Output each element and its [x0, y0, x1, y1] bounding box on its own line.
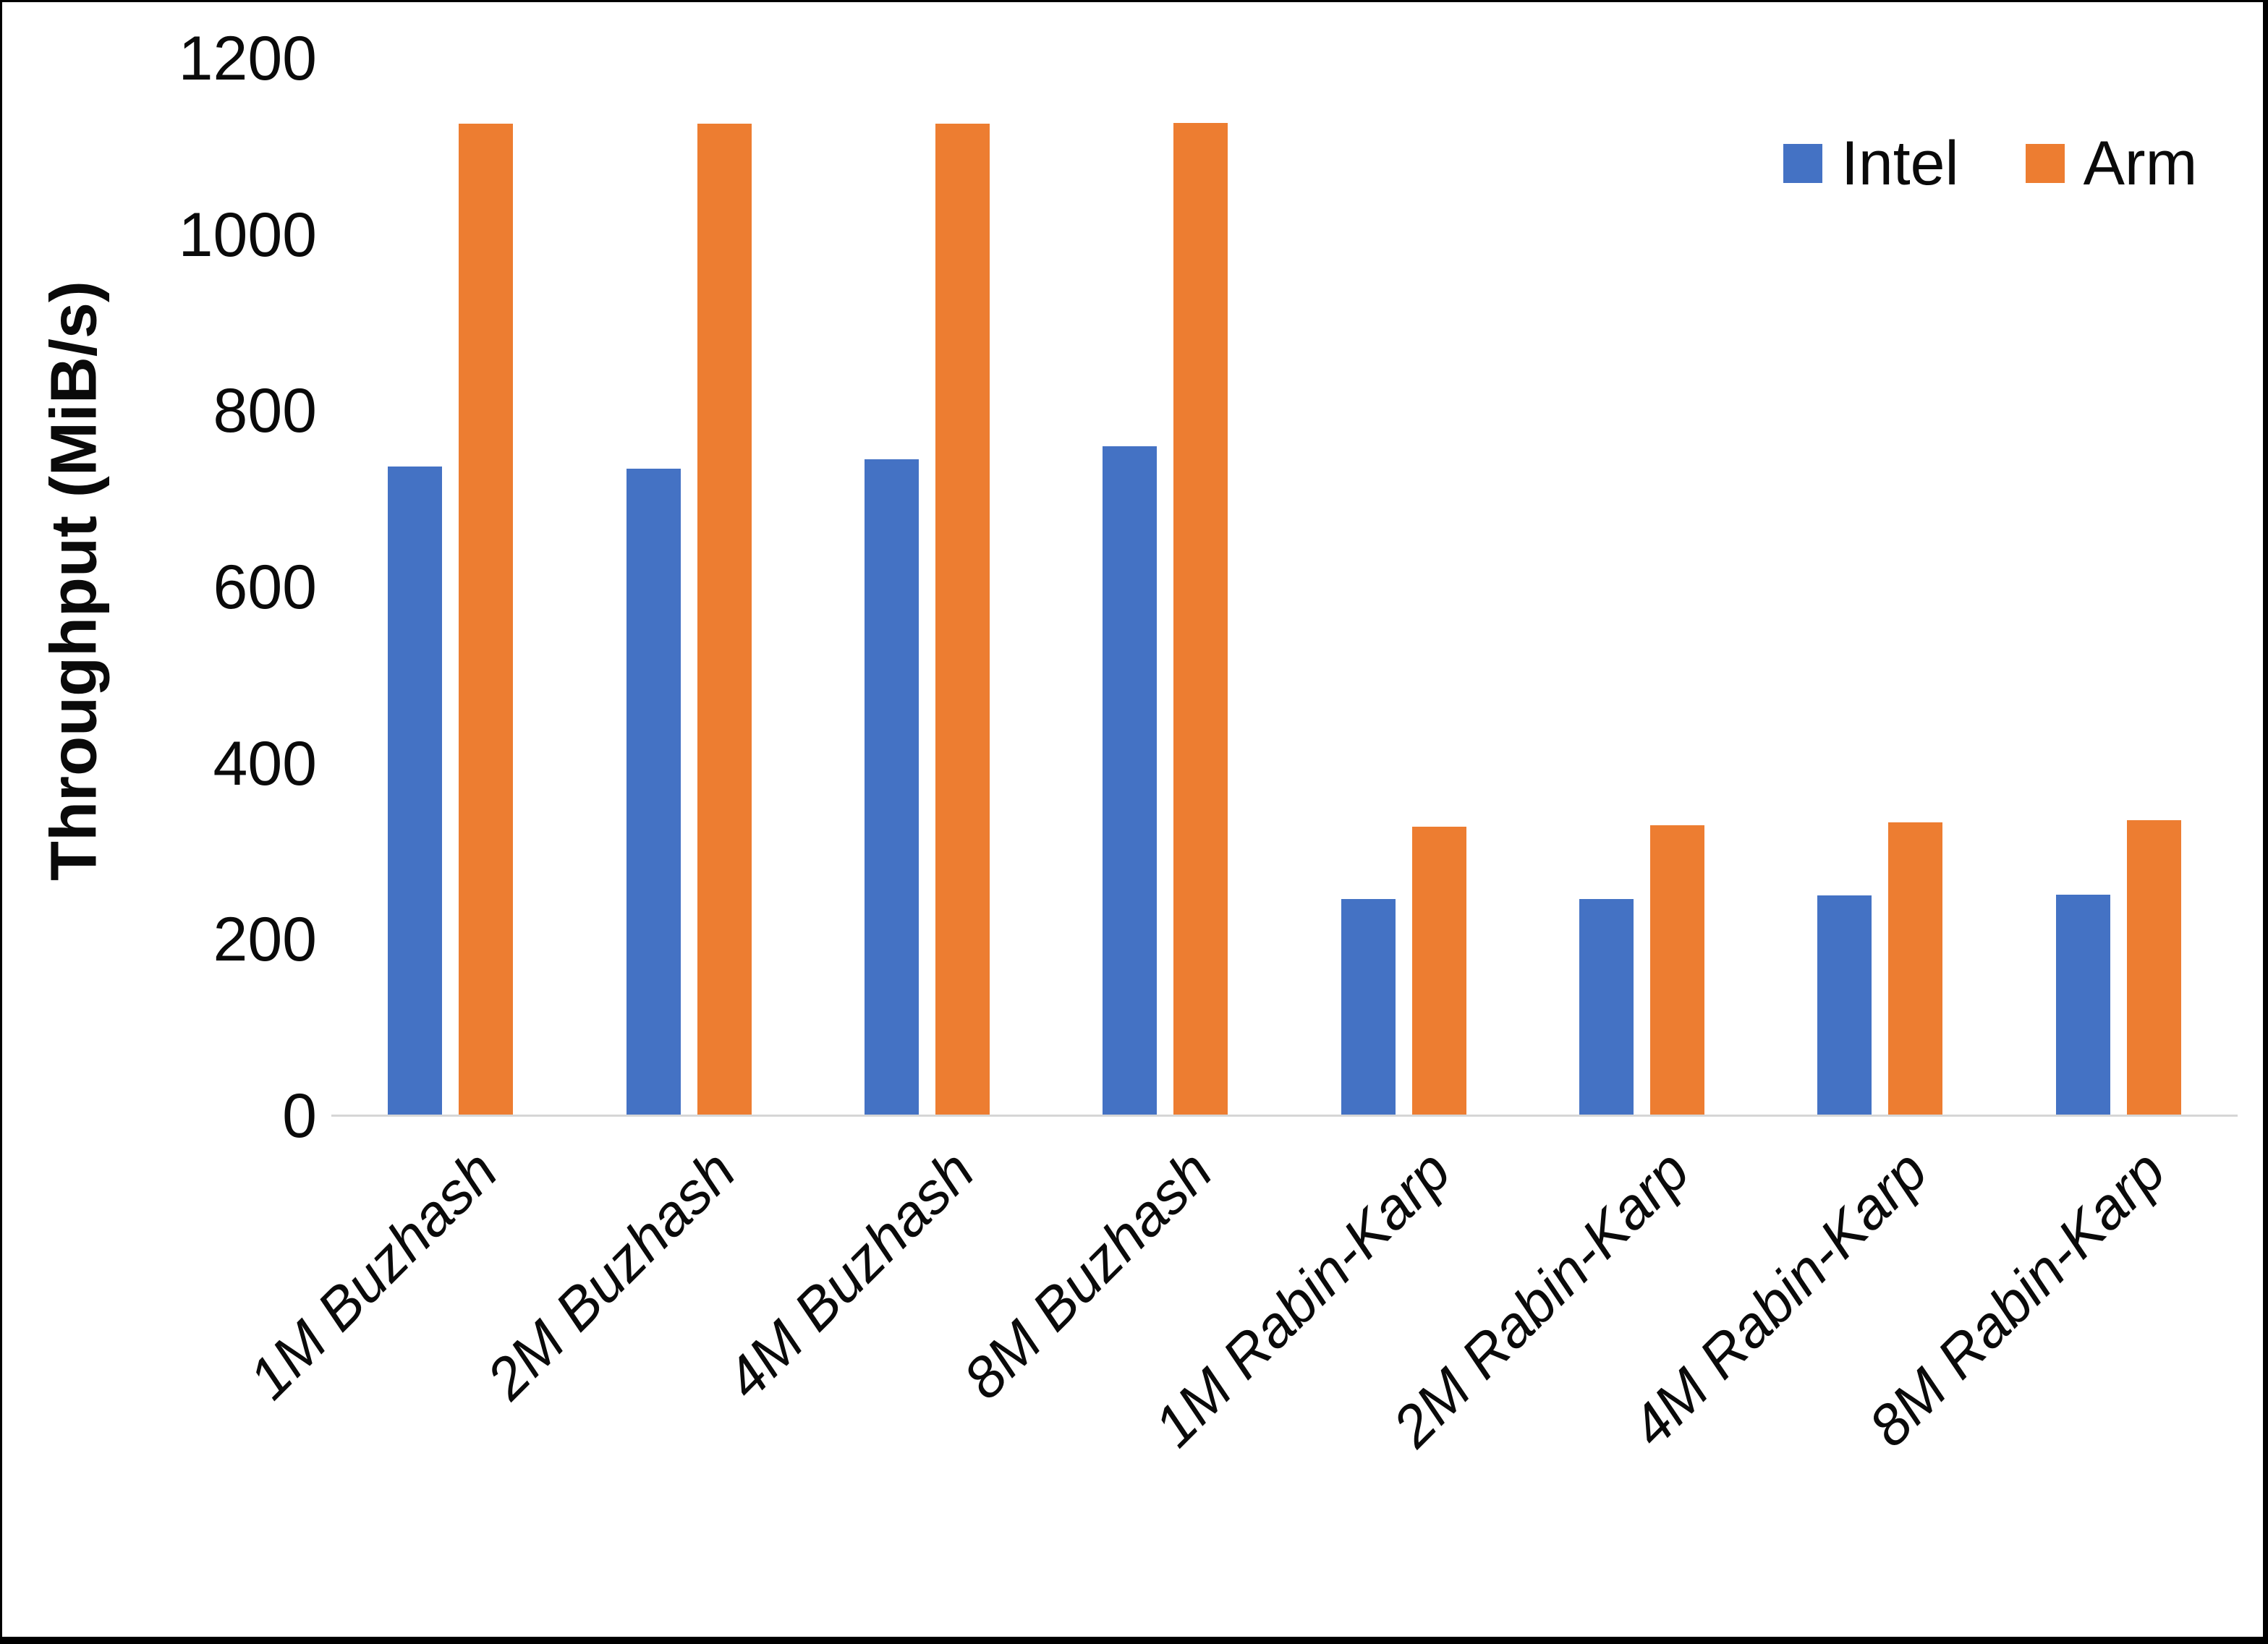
legend-swatch-intel — [1783, 144, 1822, 183]
y-tick-label-0: 0 — [282, 1081, 317, 1151]
legend-item-intel: Intel — [1783, 124, 1959, 203]
y-tick-label-200: 200 — [213, 905, 318, 975]
bar-arm-2m-buzhash — [697, 124, 752, 1116]
bar-arm-4m-buzhash — [935, 124, 990, 1116]
y-tick-label-400: 400 — [213, 728, 318, 798]
bar-intel-2m-rabin-karp — [1579, 899, 1634, 1116]
bar-arm-2m-rabin-karp — [1650, 825, 1704, 1116]
y-tick-label-1200: 1200 — [178, 24, 317, 93]
legend-label-intel: Intel — [1841, 129, 1959, 198]
bar-intel-1m-buzhash — [388, 467, 442, 1116]
y-tick-label-1000: 1000 — [178, 200, 317, 270]
legend: Intel Arm — [1783, 124, 2197, 203]
y-tick-label-600: 600 — [213, 553, 318, 622]
bar-arm-1m-buzhash — [459, 124, 513, 1116]
legend-swatch-arm — [2025, 144, 2065, 183]
bar-intel-4m-rabin-karp — [1817, 895, 1872, 1116]
legend-label-arm: Arm — [2083, 129, 2198, 198]
x-tick-label-2m-buzhash: 2M Buzhash — [475, 1138, 748, 1411]
bar-intel-2m-buzhash — [627, 469, 681, 1116]
bar-intel-8m-rabin-karp — [2056, 895, 2110, 1116]
bar-intel-1m-rabin-karp — [1341, 899, 1396, 1116]
bar-intel-4m-buzhash — [865, 459, 919, 1116]
bar-arm-8m-rabin-karp — [2127, 820, 2181, 1116]
x-tick-label-4m-buzhash: 4M Buzhash — [713, 1138, 986, 1411]
y-tick-label-800: 800 — [213, 376, 318, 446]
bar-arm-1m-rabin-karp — [1412, 827, 1466, 1116]
x-axis-line — [331, 1115, 2238, 1117]
bar-intel-8m-buzhash — [1103, 446, 1157, 1116]
bar-arm-4m-rabin-karp — [1888, 822, 1942, 1116]
x-tick-label-8m-buzhash: 8M Buzhash — [951, 1138, 1225, 1411]
legend-item-arm: Arm — [2025, 124, 2198, 203]
x-tick-label-1m-buzhash: 1M Buzhash — [236, 1138, 510, 1411]
bar-arm-8m-buzhash — [1173, 123, 1228, 1116]
